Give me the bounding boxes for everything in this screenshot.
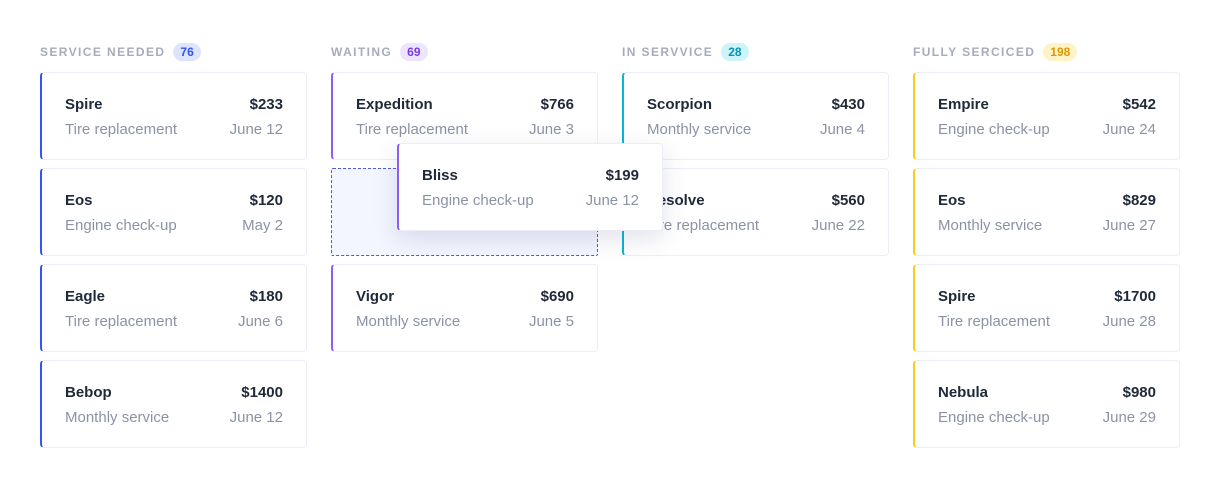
- column-title: WAITING: [331, 45, 393, 59]
- card-price: $120: [249, 192, 283, 209]
- card-price: $180: [249, 288, 283, 305]
- card-price: $690: [540, 288, 574, 305]
- card-name: Scorpion: [647, 96, 713, 113]
- job-card[interactable]: Eos $829 Monthly service June 27: [913, 168, 1180, 256]
- card-price: $542: [1122, 96, 1156, 113]
- card-date: May 2: [242, 217, 283, 234]
- card-date: June 29: [1102, 409, 1156, 426]
- job-card[interactable]: Spire $1700 Tire replacement June 28: [913, 264, 1180, 352]
- card-service: Engine check-up: [938, 121, 1050, 138]
- card-name: Expedition: [356, 96, 433, 113]
- job-card[interactable]: Eagle $180 Tire replacement June 6: [40, 264, 307, 352]
- card-price: $430: [831, 96, 865, 113]
- card-price: $199: [605, 167, 639, 184]
- card-service: Tire replacement: [65, 313, 177, 330]
- card-name: Vigor: [356, 288, 395, 305]
- column-header: IN SERVVICE 28: [622, 42, 749, 62]
- card-date: June 4: [819, 121, 865, 138]
- card-service: Engine check-up: [65, 217, 177, 234]
- job-card[interactable]: Empire $542 Engine check-up June 24: [913, 72, 1180, 160]
- card-service: Engine check-up: [938, 409, 1050, 426]
- card-service: Tire replacement: [356, 121, 468, 138]
- card-date: June 12: [229, 409, 283, 426]
- card-date: June 6: [237, 313, 283, 330]
- card-name: Spire: [938, 288, 976, 305]
- column-header: FULLY SERCICED 198: [913, 42, 1078, 62]
- card-price: $829: [1122, 192, 1156, 209]
- dragged-card[interactable]: Bliss $199 Engine check-up June 12: [397, 143, 663, 231]
- column-title: FULLY SERCICED: [913, 45, 1036, 59]
- card-date: June 24: [1102, 121, 1156, 138]
- job-card[interactable]: Resolve $560 Tire replacement June 22: [622, 168, 889, 256]
- card-date: June 12: [229, 121, 283, 138]
- card-name: Eos: [65, 192, 93, 209]
- card-service: Monthly service: [356, 313, 461, 330]
- count-badge: 28: [721, 43, 749, 61]
- card-price: $233: [249, 96, 283, 113]
- job-card[interactable]: Scorpion $430 Monthly service June 4: [622, 72, 889, 160]
- card-date: June 5: [528, 313, 574, 330]
- job-card[interactable]: Eos $120 Engine check-up May 2: [40, 168, 307, 256]
- job-card[interactable]: Vigor $690 Monthly service June 5: [331, 264, 598, 352]
- card-service: Monthly service: [65, 409, 170, 426]
- card-price: $980: [1122, 384, 1156, 401]
- card-name: Eagle: [65, 288, 106, 305]
- card-name: Spire: [65, 96, 103, 113]
- card-name: Bliss: [422, 167, 458, 184]
- card-price: $560: [831, 192, 865, 209]
- count-badge: 198: [1043, 43, 1078, 61]
- card-service: Monthly service: [647, 121, 752, 138]
- job-card[interactable]: Nebula $980 Engine check-up June 29: [913, 360, 1180, 448]
- card-price: $1700: [1114, 288, 1156, 305]
- job-card[interactable]: Bebop $1400 Monthly service June 12: [40, 360, 307, 448]
- column-header: SERVICE NEEDED 76: [40, 42, 201, 62]
- card-service: Engine check-up: [422, 192, 534, 209]
- column-header: WAITING 69: [331, 42, 428, 62]
- card-service: Monthly service: [938, 217, 1043, 234]
- card-date: June 28: [1102, 313, 1156, 330]
- card-price: $1400: [241, 384, 283, 401]
- card-date: June 27: [1102, 217, 1156, 234]
- card-date: June 22: [811, 217, 865, 234]
- column-title: IN SERVVICE: [622, 45, 714, 59]
- count-badge: 69: [400, 43, 428, 61]
- card-service: Tire replacement: [647, 217, 759, 234]
- column-title: SERVICE NEEDED: [40, 45, 166, 59]
- card-price: $766: [540, 96, 574, 113]
- card-date: June 3: [528, 121, 574, 138]
- count-badge: 76: [173, 43, 201, 61]
- job-card[interactable]: Spire $233 Tire replacement June 12: [40, 72, 307, 160]
- card-name: Nebula: [938, 384, 989, 401]
- card-name: Empire: [938, 96, 989, 113]
- card-service: Tire replacement: [65, 121, 177, 138]
- card-date: June 12: [585, 192, 639, 209]
- card-name: Eos: [938, 192, 966, 209]
- card-name: Bebop: [65, 384, 112, 401]
- card-service: Tire replacement: [938, 313, 1050, 330]
